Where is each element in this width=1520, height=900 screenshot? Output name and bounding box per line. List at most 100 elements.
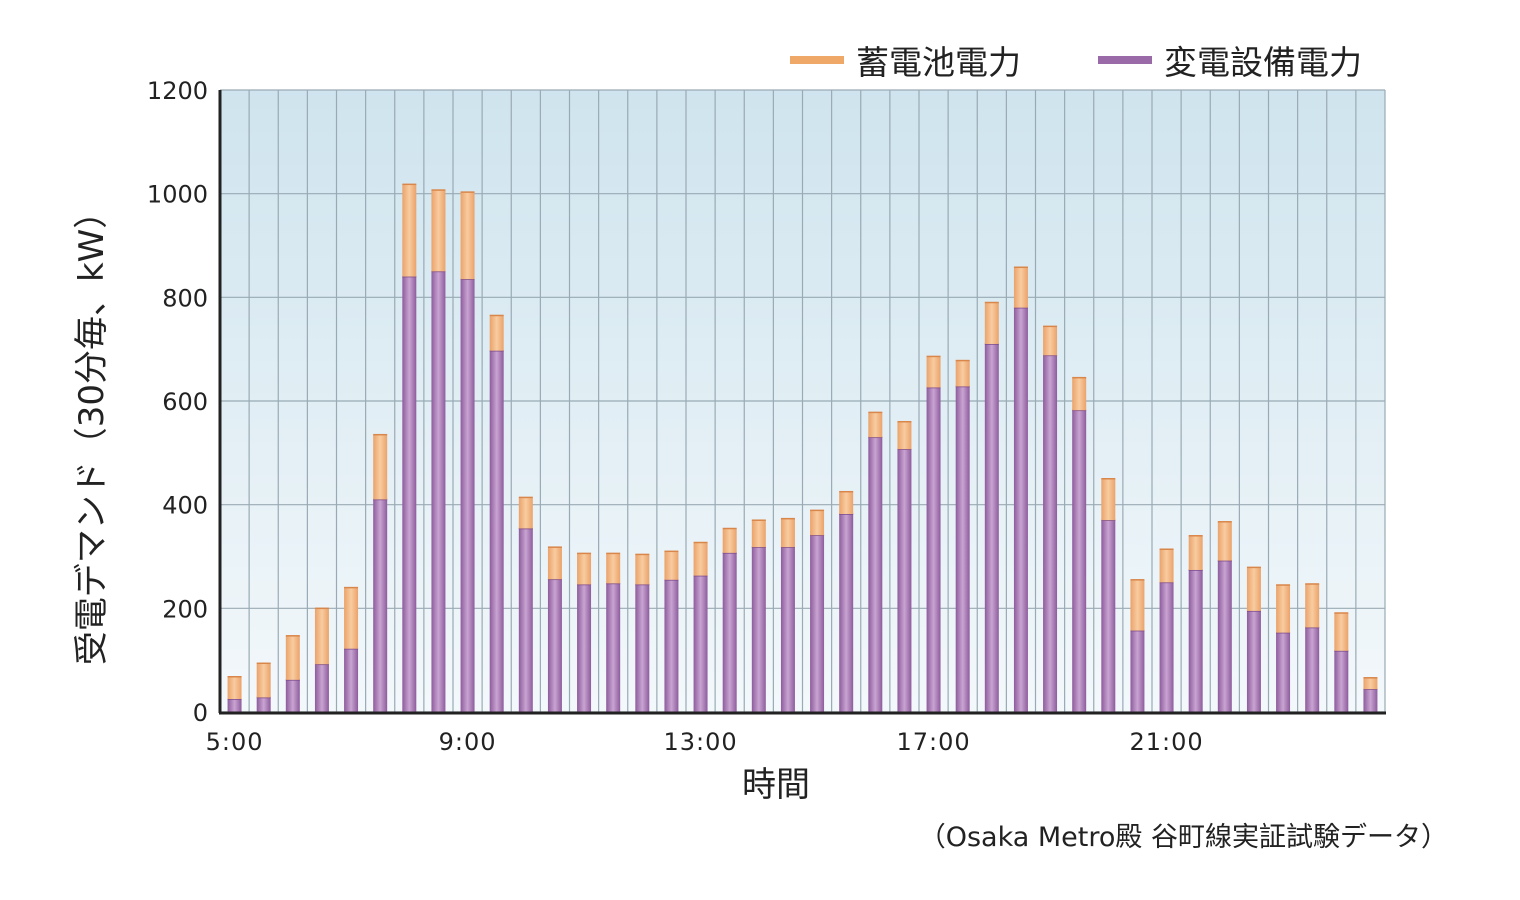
y-tick-label: 1200 (147, 77, 208, 105)
bar-battery (780, 518, 795, 548)
bar-battery (1334, 612, 1349, 651)
bar-battery (518, 497, 533, 529)
bar-substation (810, 535, 825, 712)
x-tick-label: 5:00 (206, 728, 264, 756)
bar-substation (460, 279, 475, 712)
bar-battery (1013, 267, 1028, 308)
bar-substation (897, 449, 912, 712)
bar-battery (431, 190, 446, 272)
bar-battery (344, 587, 359, 649)
bar-substation (256, 697, 271, 712)
bar-substation (1159, 582, 1174, 712)
bar-battery (868, 412, 883, 438)
x-axis-title: 時間 (742, 765, 810, 805)
x-tick-label: 13:00 (663, 728, 737, 756)
source-note: （Osaka Metro殿 谷町線実証試験データ） (919, 822, 1448, 853)
y-tick-label: 800 (162, 284, 208, 312)
bar-series (227, 183, 1378, 712)
bar-substation (1101, 520, 1116, 712)
bar-substation (1013, 307, 1028, 712)
legend-swatch-substation (1098, 56, 1152, 64)
y-tick-label: 600 (162, 388, 208, 416)
bar-substation (926, 387, 941, 712)
bar-substation (780, 547, 795, 712)
bar-battery (256, 663, 271, 698)
bar-battery (577, 553, 592, 585)
y-tick-label: 0 (193, 699, 208, 727)
bar-battery (955, 360, 970, 387)
bar-substation (693, 575, 708, 712)
bar-substation (1043, 355, 1058, 712)
bar-substation (1246, 610, 1261, 712)
bar-battery (1072, 377, 1087, 411)
legend-label-battery: 蓄電池電力 (856, 43, 1021, 82)
bar-substation (751, 547, 766, 712)
bar-substation (314, 664, 329, 712)
bar-substation (285, 679, 300, 712)
legend: 蓄電池電力 変電設備電力 (790, 43, 1362, 82)
bar-substation (664, 579, 679, 712)
legend-label-substation: 変電設備電力 (1164, 43, 1362, 82)
bar-battery (926, 356, 941, 388)
bar-substation (1188, 569, 1203, 712)
bar-substation (868, 437, 883, 712)
bar-battery (984, 302, 999, 344)
bar-substation (1363, 689, 1378, 712)
bar-battery (1188, 535, 1203, 570)
bar-battery (664, 551, 679, 580)
x-tick-label: 17:00 (896, 728, 970, 756)
bar-substation (373, 499, 388, 712)
y-tick-label: 200 (162, 595, 208, 623)
bar-battery (1246, 567, 1261, 611)
bar-battery (1276, 585, 1291, 633)
bar-battery (1043, 326, 1058, 356)
bar-substation (344, 648, 359, 712)
bar-battery (314, 608, 329, 665)
bar-battery (693, 542, 708, 576)
bar-battery (402, 184, 417, 277)
x-tick-labels: 5:00 9:00 13:00 17:00 21:00 (206, 728, 1203, 756)
bar-substation (1276, 632, 1291, 712)
bar-substation (984, 343, 999, 712)
bar-battery (1101, 478, 1116, 521)
bar-battery (810, 510, 825, 536)
bar-battery (1130, 579, 1145, 631)
bar-battery (606, 553, 621, 584)
bar-battery (1305, 583, 1320, 628)
bar-battery (839, 491, 854, 514)
x-tick-label: 9:00 (439, 728, 497, 756)
bar-substation (547, 579, 562, 712)
bar-battery (1159, 549, 1174, 583)
bar-battery (547, 547, 562, 580)
bar-battery (722, 528, 737, 553)
bar-substation (577, 584, 592, 712)
bar-battery (285, 635, 300, 680)
bar-substation (1130, 630, 1145, 712)
bar-substation (1217, 560, 1232, 712)
bar-substation (402, 276, 417, 712)
bar-battery (227, 676, 242, 700)
bar-battery (373, 434, 388, 500)
bar-substation (635, 584, 650, 712)
bar-battery (1217, 521, 1232, 561)
bar-battery (489, 315, 504, 351)
y-tick-label: 1000 (147, 181, 208, 209)
bar-substation (606, 583, 621, 712)
y-axis-title: 受電デマンド（30分毎、kW） (72, 195, 112, 666)
bar-battery (635, 554, 650, 585)
bar-substation (518, 528, 533, 712)
bar-substation (1072, 410, 1087, 712)
x-tick-label: 21:00 (1129, 728, 1203, 756)
legend-swatch-battery (790, 56, 844, 64)
bar-substation (955, 386, 970, 712)
bar-substation (839, 513, 854, 712)
bar-substation (489, 350, 504, 712)
bar-substation (431, 271, 446, 712)
y-tick-label: 400 (162, 492, 208, 520)
bar-substation (1334, 650, 1349, 712)
bar-battery (460, 192, 475, 280)
bar-substation (1305, 627, 1320, 712)
bar-battery (1363, 677, 1378, 690)
bar-substation (722, 552, 737, 712)
